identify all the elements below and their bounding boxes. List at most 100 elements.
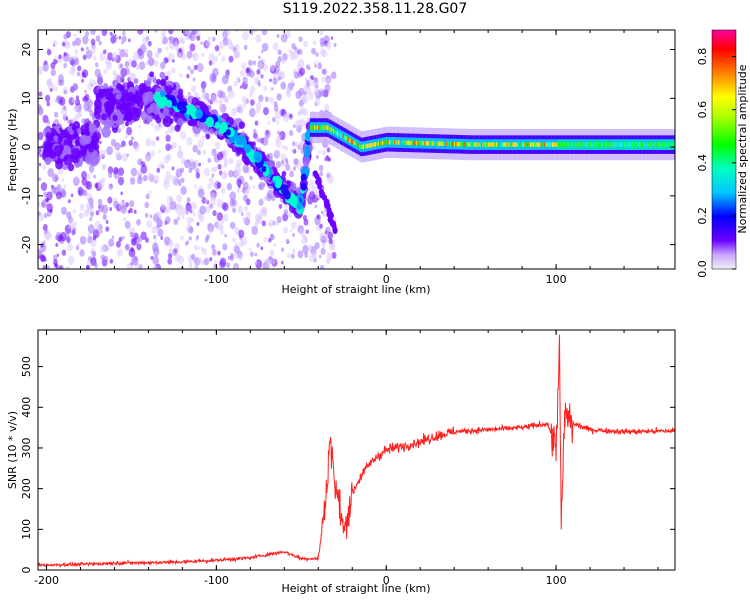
snr-y-tick-label: 200 xyxy=(20,478,33,499)
spectrogram-noise-blob xyxy=(289,170,294,177)
spectrogram-noise-blob xyxy=(112,70,116,76)
spectrogram-noise-blob xyxy=(221,220,224,224)
spectrogram-noise-blob xyxy=(196,172,200,178)
spectrogram-noise-blob xyxy=(125,61,130,67)
spectrogram-noise-blob xyxy=(171,125,175,131)
spectrogram-noise-blob xyxy=(313,88,319,96)
spectrogram-noise-blob xyxy=(234,81,238,87)
spectrogram-noise-blob xyxy=(246,68,250,73)
spectrogram-cloud-blob xyxy=(112,115,117,121)
spectrogram-noise-blob xyxy=(131,242,134,246)
spectrogram-noise-blob xyxy=(72,83,77,91)
spectrogram-noise-blob xyxy=(303,41,308,48)
spectrogram-noise-blob xyxy=(133,52,140,62)
spectrogram-noise-blob xyxy=(289,114,292,118)
spectrogram-noise-blob xyxy=(244,79,248,84)
spectrogram-noise-blob xyxy=(76,113,80,119)
spectrogram-noise-blob xyxy=(276,161,281,168)
spectrogram-noise-blob xyxy=(255,121,259,126)
spectrogram-noise-blob xyxy=(128,39,131,43)
spectrogram-noise-blob xyxy=(47,49,52,55)
spectrogram-noise-blob xyxy=(277,216,282,223)
spectrogram-noise-blob xyxy=(331,36,333,39)
spectrogram-noise-blob xyxy=(269,78,272,82)
spectrogram-noise-blob xyxy=(163,180,169,189)
spectrogram-noise-blob xyxy=(120,205,127,214)
spectrogram-noise-blob xyxy=(65,234,70,241)
spectrogram-noise-blob xyxy=(122,35,127,42)
spectrogram-noise-blob xyxy=(90,46,96,54)
spectrogram-noise-blob xyxy=(314,97,320,106)
spectrogram-noise-blob xyxy=(74,58,79,65)
spectrogram-noise-blob xyxy=(129,140,133,146)
spectrogram-noise-blob xyxy=(239,255,243,260)
spectrogram-noise-blob xyxy=(122,236,124,239)
spectrogram-noise-blob xyxy=(180,131,186,140)
spectrogram-cloud-blob xyxy=(103,83,108,89)
spectrogram-noise-blob xyxy=(133,142,140,152)
spectrogram-noise-blob xyxy=(204,258,209,266)
spectrogram-noise-blob xyxy=(191,85,196,93)
spectrogram-noise-blob xyxy=(293,166,296,170)
spectrogram-noise-blob xyxy=(242,96,248,104)
spectrogram-noise-blob xyxy=(151,123,154,127)
spectrogram-noise-blob xyxy=(200,41,202,44)
spectrogram-noise-blob xyxy=(171,45,174,49)
spectrogram-noise-blob xyxy=(76,245,80,250)
spectrogram-ridge-blob xyxy=(253,151,262,163)
spectrogram-ridge-blob xyxy=(275,178,282,187)
spectrogram-noise-blob xyxy=(120,191,123,195)
spectrogram-cloud-blob xyxy=(68,163,75,171)
spectrogram-noise-blob xyxy=(290,229,292,232)
spectrogram-noise-blob xyxy=(99,41,102,46)
spectrogram-noise-blob xyxy=(261,74,264,78)
spectrogram-noise-blob xyxy=(236,179,242,187)
spectrogram-noise-blob xyxy=(249,247,252,251)
snr-x-tick-label: -100 xyxy=(204,574,229,587)
spectrogram-cloud-blob xyxy=(55,160,63,169)
spectrogram-noise-blob xyxy=(187,197,191,202)
spectrogram-noise-blob xyxy=(217,182,222,189)
spectrogram-noise-blob xyxy=(258,82,261,87)
spectrogram-noise-blob xyxy=(47,120,51,125)
spectrogram-noise-blob xyxy=(55,243,58,247)
spectrogram-noise-blob xyxy=(250,251,254,257)
spectrogram-cloud-blob xyxy=(85,123,90,129)
spectrogram-noise-blob xyxy=(228,256,231,260)
spectrogram-cloud-blob xyxy=(178,93,184,100)
spectrogram-noise-blob xyxy=(221,187,226,194)
spectrogram-noise-blob xyxy=(171,67,175,73)
spectrogram-noise-blob xyxy=(145,213,149,218)
spectrogram-noise-blob xyxy=(176,168,182,177)
spectrogram-noise-blob xyxy=(77,65,81,71)
snr-y-tick-label: 300 xyxy=(20,437,33,458)
spectrogram-noise-blob xyxy=(41,255,46,262)
spectrogram-tail-blob xyxy=(327,207,332,213)
spectrogram-noise-blob xyxy=(144,202,149,208)
spectrogram-noise-blob xyxy=(180,235,184,240)
spectrogram-noise-blob xyxy=(53,44,55,47)
spectrogram-noise-blob xyxy=(112,52,118,61)
spectrogram-noise-blob xyxy=(191,254,195,260)
spectrogram-noise-blob xyxy=(138,125,141,129)
spectrogram-noise-blob xyxy=(90,27,95,35)
spectrogram-noise-blob xyxy=(153,175,159,184)
spectrogram-noise-blob xyxy=(107,197,112,204)
spectrogram-ridge-blob xyxy=(281,184,289,194)
spectrogram-noise-blob xyxy=(37,248,43,256)
spectrogram-cloud-blob xyxy=(125,122,129,127)
spectrogram-noise-blob xyxy=(61,207,67,215)
spectrogram-cloud-blob xyxy=(149,103,157,113)
spectrogram-noise-blob xyxy=(54,87,57,92)
spectrogram-noise-blob xyxy=(281,160,284,165)
spectrogram-noise-blob xyxy=(320,90,325,97)
spectrogram-noise-blob xyxy=(316,155,319,159)
spectrogram-noise-blob xyxy=(283,113,289,122)
spectrogram-noise-blob xyxy=(129,227,135,236)
spectrogram-noise-blob xyxy=(83,55,87,61)
spectrogram-noise-blob xyxy=(258,95,263,102)
spectrogram-noise-blob xyxy=(203,149,207,154)
spectrogram-noise-blob xyxy=(165,135,170,142)
spectrogram-cloud-blob xyxy=(165,85,173,94)
spectrogram-noise-blob xyxy=(106,146,113,155)
